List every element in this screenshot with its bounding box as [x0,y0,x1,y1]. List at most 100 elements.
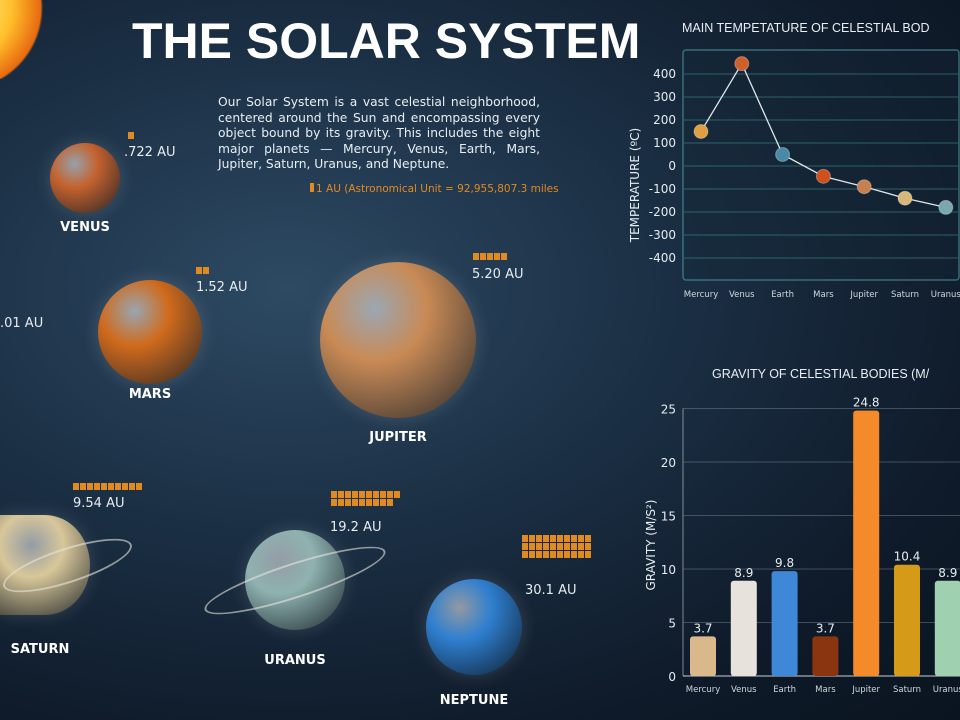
au-block [338,491,344,498]
y-tick-label: -300 [649,228,676,242]
y-tick-label: 0 [668,159,676,173]
au-block [536,535,542,542]
temperature-point-jupiter [856,179,872,195]
au-block [80,483,86,490]
au-blocks [128,132,197,139]
planet-jupiter [320,262,476,418]
temperature-point-venus [734,56,750,72]
au-block [536,551,542,558]
x-tick-label: Uranus [933,685,960,695]
au-block [522,543,528,550]
au-block [128,132,134,139]
bar-value-label: 8.9 [938,566,957,580]
au-block [387,491,393,498]
x-tick-label: Mercury [686,685,720,695]
au-block [352,491,358,498]
y-tick-label: -200 [649,205,676,219]
au-block [529,543,535,550]
au-block [366,499,372,506]
au-block [564,535,570,542]
au-block [494,253,500,260]
au-block [543,551,549,558]
au-block [129,483,135,490]
planet-saturn [0,515,90,615]
au-block [522,535,528,542]
au-block [331,491,337,498]
au-block [557,543,563,550]
y-tick-label: -100 [649,182,676,196]
au-blocks [522,535,591,558]
x-tick-label: Saturn [893,685,921,695]
au-block [345,499,351,506]
y-tick-label: 0 [668,670,676,684]
au-block [578,535,584,542]
au-block [380,499,386,506]
au-block [529,551,535,558]
au-block [564,551,570,558]
temperature-point-saturn [897,190,913,206]
au-block [380,491,386,498]
y-tick-label: 200 [653,113,676,127]
planet-distance: 19.2 AU [330,520,382,535]
temperature-plot-frame [682,49,960,281]
au-block [94,483,100,490]
gravity-bar-mars [812,636,839,676]
x-tick-label: Earth [773,685,796,695]
temperature-point-mercury [693,124,709,139]
planet-neptune [426,579,522,675]
y-tick-label: 15 [661,510,676,524]
au-block [571,535,577,542]
au-block [331,499,337,506]
au-block [550,535,556,542]
au-block [203,267,209,274]
au-block [585,535,591,542]
x-tick-label: Uranus [931,290,960,300]
au-block [338,499,344,506]
gravity-bar-uranus [934,580,960,676]
earth-distance: .01 AU [0,316,44,331]
au-block [550,551,556,558]
au-block [543,535,549,542]
planet-name: MARS [128,387,172,402]
temperature-point-uranus [938,199,954,215]
au-blocks [73,483,142,490]
au-blocks [473,253,542,260]
x-tick-label: Venus [729,290,755,300]
planet-uranus [245,530,345,630]
au-block [522,551,528,558]
au-block [550,543,556,550]
bar-value-label: 3.7 [693,621,712,635]
x-tick-label: Mars [813,290,834,300]
au-block [473,253,479,260]
au-block [564,543,570,550]
y-tick-label: 400 [653,67,676,81]
planet-distance: 30.1 AU [525,583,577,598]
au-block [394,491,400,498]
au-block [501,253,507,260]
gravity-bar-venus [730,580,757,676]
planet-name: JUPITER [369,430,427,445]
planet-distance: 1.52 AU [196,280,248,295]
y-tick-label: 5 [668,617,676,631]
x-tick-label: Mars [815,685,836,695]
x-tick-label: Earth [771,290,794,300]
planet-name: SATURN [10,642,70,657]
au-block [387,499,393,506]
temperature-point-earth [775,147,791,162]
x-tick-label: Mercury [684,290,718,300]
y-tick-label: 20 [661,456,676,470]
bar-value-label: 8.9 [734,566,753,580]
au-block [136,483,142,490]
au-block [585,543,591,550]
y-tick-label: 100 [653,136,676,150]
page-title: THE SOLAR SYSTEM [132,13,641,69]
au-block [571,551,577,558]
x-tick-label: Saturn [891,290,919,300]
au-block [352,499,358,506]
planet-venus [50,143,120,213]
au-block [578,551,584,558]
y-tick-label: -400 [649,251,676,265]
x-tick-label: Venus [731,685,757,695]
y-axis-label: TEMPERATURE (ºC) [628,128,642,243]
